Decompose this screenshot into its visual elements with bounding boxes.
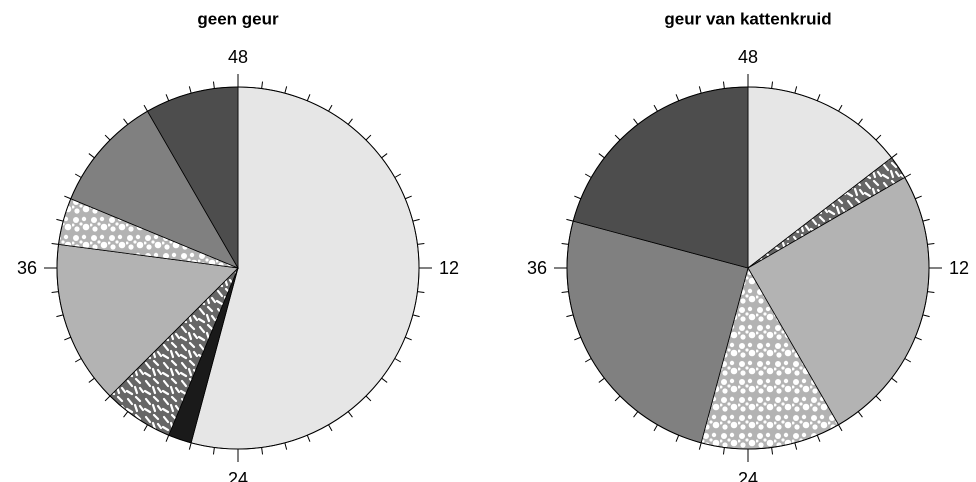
minor-tick <box>51 291 59 294</box>
minor-tick <box>328 424 333 432</box>
minor-tick <box>838 104 843 112</box>
tick-label: 24 <box>738 469 758 482</box>
minor-tick <box>261 447 264 455</box>
minor-tick <box>365 395 372 402</box>
minor-tick <box>88 377 95 383</box>
minor-tick <box>598 153 605 159</box>
minor-tick <box>698 442 702 450</box>
minor-tick <box>653 424 658 432</box>
minor-tick <box>891 377 898 383</box>
minor-tick <box>584 358 592 363</box>
minor-tick <box>328 104 333 112</box>
minor-tick <box>306 435 311 442</box>
minor-tick <box>56 314 64 318</box>
minor-tick <box>904 358 912 363</box>
minor-tick <box>816 94 821 101</box>
minor-tick <box>891 153 898 159</box>
minor-tick <box>104 395 111 402</box>
minor-tick <box>74 173 82 178</box>
minor-tick <box>574 195 581 200</box>
minor-tick <box>574 336 581 341</box>
minor-tick <box>598 377 605 383</box>
minor-tick <box>614 395 621 402</box>
minor-tick <box>212 81 215 89</box>
minor-tick <box>123 118 129 125</box>
minor-tick <box>56 218 64 222</box>
minor-tick <box>188 86 192 94</box>
minor-tick <box>633 118 639 125</box>
minor-tick <box>417 291 425 294</box>
minor-tick <box>614 134 621 141</box>
minor-tick <box>123 411 129 418</box>
tick-label: 12 <box>949 258 969 278</box>
minor-tick <box>143 424 148 432</box>
minor-tick <box>816 435 821 442</box>
minor-tick <box>51 242 59 245</box>
chart-title: geen geur <box>197 9 279 28</box>
minor-tick <box>381 153 388 159</box>
minor-tick <box>875 395 882 402</box>
minor-tick <box>927 242 935 245</box>
minor-tick <box>417 242 425 245</box>
tick-label: 48 <box>228 47 248 67</box>
minor-tick <box>915 336 922 341</box>
minor-tick <box>394 358 402 363</box>
minor-tick <box>675 94 680 101</box>
tick-label: 12 <box>439 258 459 278</box>
minor-tick <box>64 195 71 200</box>
minor-tick <box>88 153 95 159</box>
minor-tick <box>74 358 82 363</box>
minor-tick <box>405 195 412 200</box>
minor-tick <box>857 411 863 418</box>
minor-tick <box>857 118 863 125</box>
minor-tick <box>212 447 215 455</box>
minor-tick <box>794 86 798 94</box>
minor-tick <box>771 81 774 89</box>
tick-label: 36 <box>527 258 547 278</box>
minor-tick <box>722 81 725 89</box>
minor-tick <box>64 336 71 341</box>
minor-tick <box>412 314 420 318</box>
minor-tick <box>347 411 353 418</box>
minor-tick <box>675 435 680 442</box>
minor-tick <box>566 218 574 222</box>
tick-label: 36 <box>17 258 37 278</box>
minor-tick <box>188 442 192 450</box>
minor-tick <box>561 242 569 245</box>
minor-tick <box>284 86 288 94</box>
minor-tick <box>365 134 372 141</box>
minor-tick <box>922 314 930 318</box>
tick-label: 48 <box>738 47 758 67</box>
minor-tick <box>915 195 922 200</box>
minor-tick <box>771 447 774 455</box>
chart-title: geur van kattenkruid <box>664 9 831 28</box>
minor-tick <box>633 411 639 418</box>
minor-tick <box>165 94 170 101</box>
minor-tick <box>143 104 148 112</box>
minor-tick <box>261 81 264 89</box>
minor-tick <box>284 442 288 450</box>
minor-tick <box>405 336 412 341</box>
minor-tick <box>394 173 402 178</box>
minor-tick <box>412 218 420 222</box>
minor-tick <box>722 447 725 455</box>
minor-tick <box>561 291 569 294</box>
minor-tick <box>875 134 882 141</box>
minor-tick <box>584 173 592 178</box>
tick-label: 24 <box>228 469 248 482</box>
minor-tick <box>698 86 702 94</box>
minor-tick <box>653 104 658 112</box>
minor-tick <box>904 173 912 178</box>
minor-tick <box>306 94 311 101</box>
minor-tick <box>922 218 930 222</box>
minor-tick <box>165 435 170 442</box>
minor-tick <box>794 442 798 450</box>
minor-tick <box>381 377 388 383</box>
minor-tick <box>838 424 843 432</box>
minor-tick <box>566 314 574 318</box>
minor-tick <box>104 134 111 141</box>
minor-tick <box>927 291 935 294</box>
minor-tick <box>347 118 353 125</box>
